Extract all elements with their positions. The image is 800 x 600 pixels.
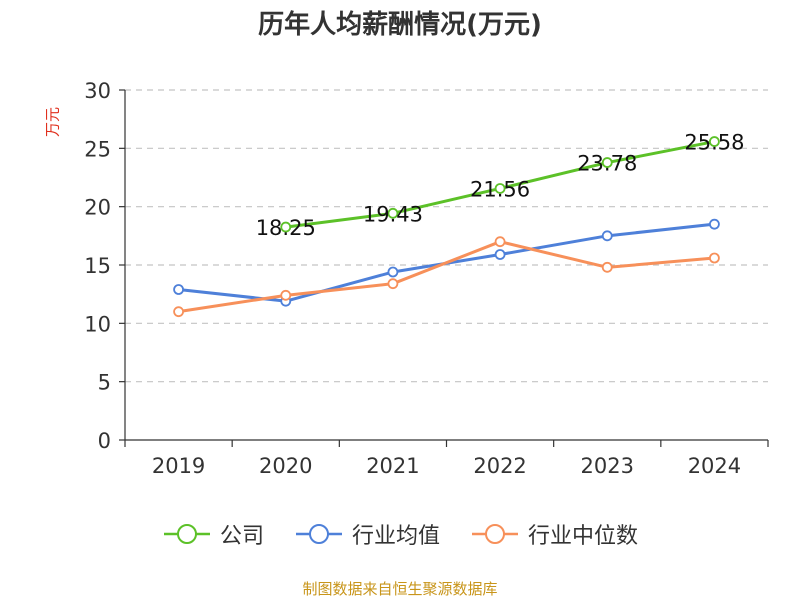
grid-lines — [125, 89, 768, 383]
legend-item-1[interactable]: 行业均值 — [294, 518, 440, 550]
source-note: 制图数据来自恒生聚源数据库 — [302, 580, 498, 598]
data-point — [494, 249, 506, 260]
x-tick-label: 2021 — [366, 454, 419, 478]
legend: 公司 行业均值 行业中位数 — [0, 518, 800, 550]
data-point — [280, 221, 292, 233]
x-tick-label: 2024 — [688, 454, 741, 478]
y-tick-label: 20 — [84, 196, 111, 220]
legend-label: 公司 — [219, 524, 264, 549]
legend-line-marker-icon — [472, 524, 518, 544]
axes: 0 5 10 15 20 25 30 2019 2020 2021 2022 2023 2024 — [84, 79, 769, 478]
y-tick-label: 15 — [84, 254, 111, 278]
data-label: 23.78 — [577, 152, 637, 176]
data-point — [173, 306, 184, 318]
data-point — [387, 278, 399, 290]
y-tick-label: 25 — [84, 137, 111, 161]
data-label: 18.25 — [256, 216, 316, 240]
data-point — [709, 218, 720, 230]
y-tick-label: 10 — [84, 312, 111, 336]
data-label: 25.58 — [684, 131, 744, 155]
series-lines — [173, 136, 720, 318]
legend-label: 行业中位数 — [528, 524, 639, 549]
x-tick-label: 2023 — [581, 454, 634, 478]
data-point — [387, 266, 399, 278]
legend-line-marker-icon — [295, 524, 342, 544]
y-tick-label: 5 — [98, 371, 111, 395]
y-tick-label: 0 — [98, 429, 111, 453]
series-line-2 — [178, 240, 715, 314]
data-point — [494, 183, 506, 194]
x-tick-label: 2020 — [259, 454, 312, 478]
data-point — [709, 252, 720, 264]
y-tick-label: 30 — [84, 79, 111, 103]
data-point — [173, 284, 184, 295]
data-point — [601, 230, 613, 242]
legend-item-2[interactable]: 行业中位数 — [470, 518, 638, 550]
chart-title: 历年人均薪酬情况(万元) — [258, 10, 542, 40]
data-point — [387, 207, 399, 219]
legend-line-marker-icon — [163, 524, 210, 544]
data-point — [601, 157, 613, 168]
x-tick-label: 2019 — [152, 454, 205, 478]
data-label: 19.43 — [363, 202, 423, 226]
data-point — [601, 261, 613, 273]
data-point — [280, 289, 292, 301]
legend-label: 行业均值 — [351, 524, 440, 549]
data-point — [494, 236, 506, 248]
legend-item-0[interactable]: 公司 — [162, 518, 264, 550]
data-labels: 18.25 19.43 21.56 23.78 25.58 — [256, 131, 745, 241]
data-label: 21.56 — [470, 177, 530, 201]
data-point — [709, 136, 720, 147]
x-tick-label: 2022 — [473, 454, 526, 478]
